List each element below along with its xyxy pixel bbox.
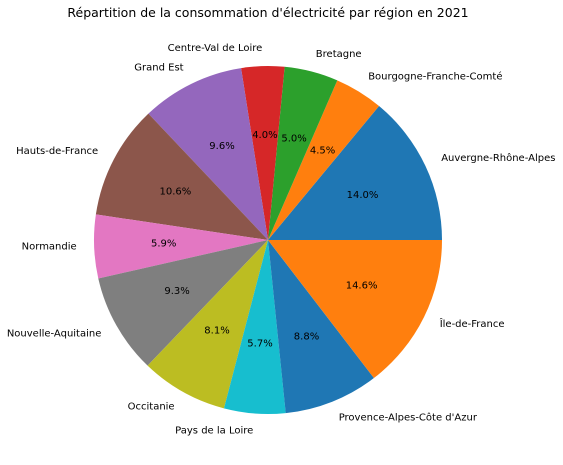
slice-percent-label: 5.7% (247, 339, 272, 350)
pie-slice (98, 240, 268, 366)
slice-label: Île-de-France (439, 317, 505, 330)
slice-percent-label: 14.6% (346, 281, 378, 292)
slice-percent-label: 10.6% (160, 186, 192, 197)
slice-percent-label: 5.0% (281, 133, 306, 144)
slice-percent-label: 4.0% (252, 130, 277, 141)
slice-labels: Auvergne-Rhône-Alpes Bourgogne-Franche-Co… (7, 43, 556, 436)
slice-percent-label: 14.0% (347, 190, 379, 201)
percent-labels: 14.0% 4.5% 5.0% 4.0% 9.6% 10.6% 5.9% 9.3% 8.1% 5.… (151, 130, 378, 350)
slice-label: Grand Est (134, 63, 183, 74)
pie-slice (268, 240, 374, 414)
slice-percent-label: 4.5% (310, 146, 335, 157)
pie-slice (268, 66, 338, 240)
chart-title: Répartition de la consommation d'électri… (67, 5, 468, 20)
slice-percent-label: 8.8% (294, 332, 319, 343)
pie-slices (93, 66, 442, 415)
slice-label: Hauts-de-France (16, 146, 98, 157)
slice-percent-label: 9.6% (209, 141, 234, 152)
pie-slice (241, 66, 285, 240)
slice-label: Pays de la Loire (175, 425, 253, 436)
slice-percent-label: 9.3% (164, 286, 189, 297)
slice-label: Bourgogne-Franche-Comté (368, 70, 502, 82)
pie-slice (93, 214, 268, 279)
pie-slice (148, 68, 268, 240)
slice-label: Occitanie (128, 402, 175, 413)
slice-label: Centre-Val de Loire (168, 43, 263, 54)
pie-slice (268, 240, 442, 379)
slice-percent-label: 5.9% (151, 238, 176, 249)
slice-label: Auvergne-Rhône-Alpes (441, 152, 555, 164)
slice-percent-label: 8.1% (204, 326, 229, 337)
pie-slice (147, 240, 268, 409)
pie-slice (223, 240, 286, 415)
slice-label: Provence-Alpes-Côte d'Azur (339, 411, 478, 423)
pie-slice (95, 113, 268, 240)
slice-label: Nouvelle-Aquitaine (7, 329, 102, 340)
slice-label: Normandie (22, 242, 77, 253)
pie-slice (268, 106, 442, 240)
slice-label: Bretagne (316, 49, 362, 60)
pie-slice (268, 80, 380, 240)
